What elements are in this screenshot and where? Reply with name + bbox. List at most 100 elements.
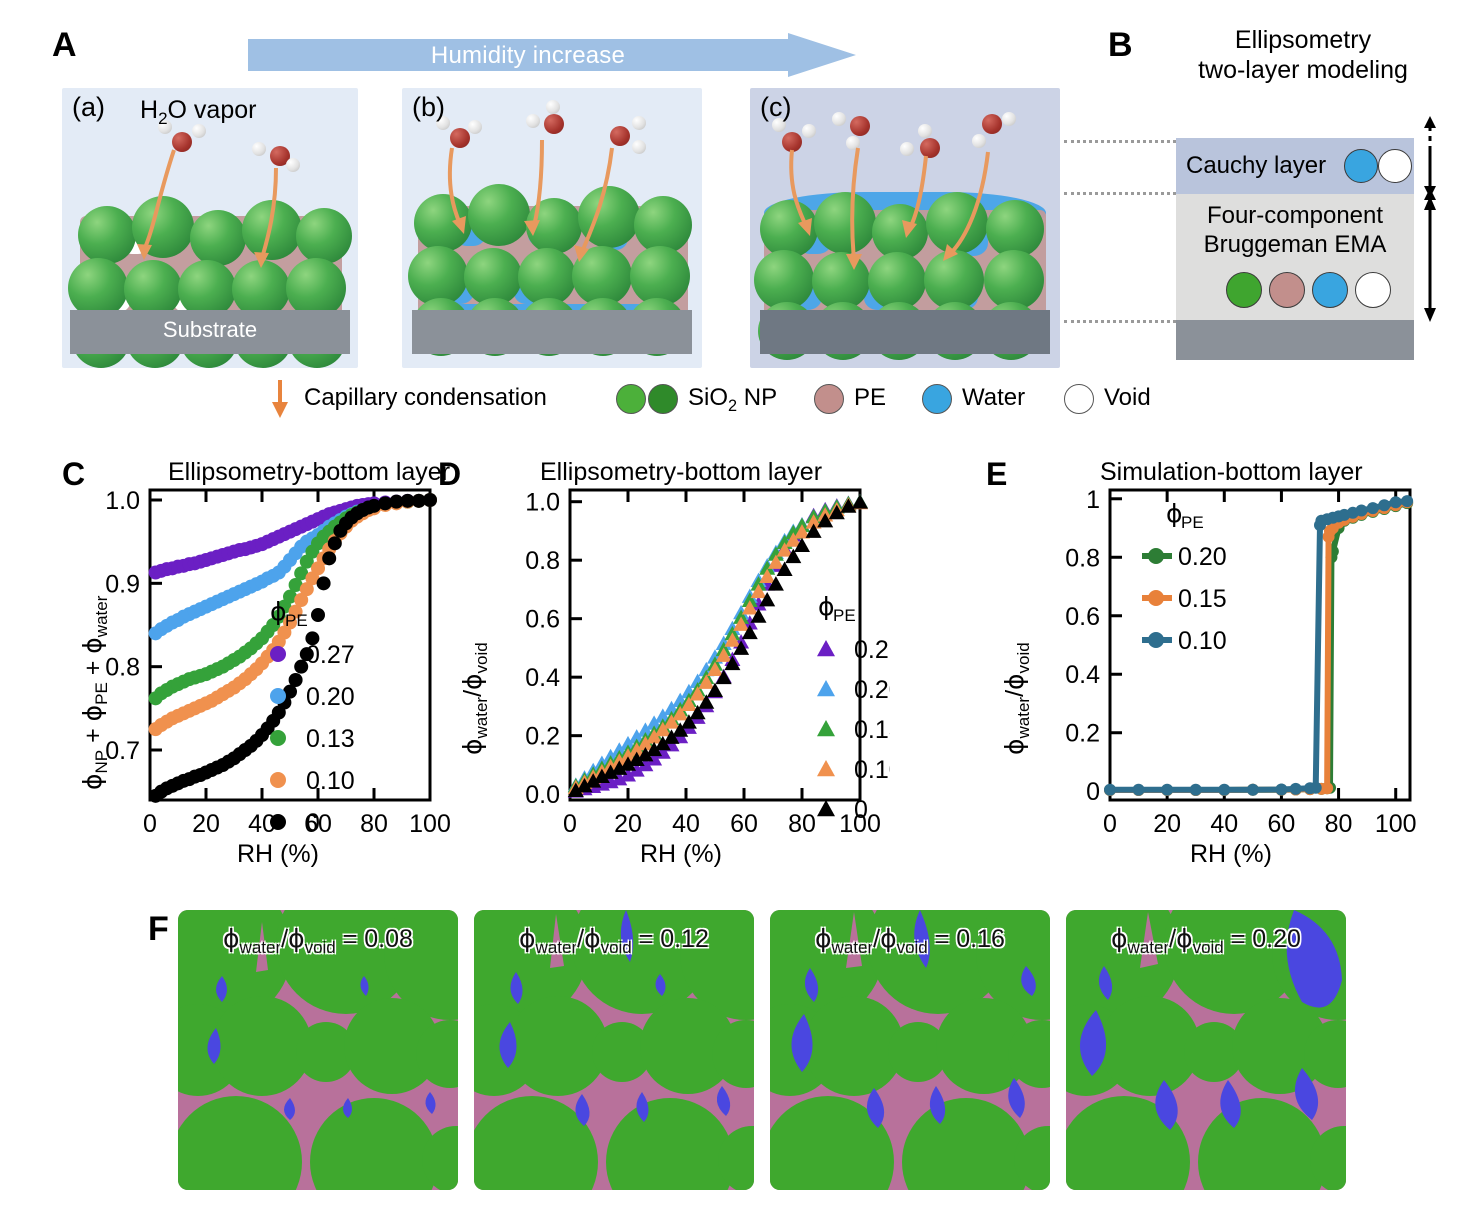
sio2-np: [634, 196, 692, 254]
svg-text:100: 100: [839, 810, 881, 838]
svg-text:60: 60: [730, 810, 758, 838]
legend-label-pe: PE: [854, 384, 887, 411]
humidity-increase-arrow: [248, 33, 856, 77]
snapshot-caption-4: ϕwater/ϕvoid = 0.20: [1111, 924, 1301, 957]
svg-text:0.7: 0.7: [105, 737, 140, 765]
svg-text:1.0: 1.0: [525, 489, 560, 517]
cauchy-component-water: [1344, 149, 1378, 183]
snapshot-caption-2: ϕwater/ϕvoid = 0.12: [519, 924, 709, 957]
svg-text:60: 60: [304, 810, 332, 838]
sio2-np: [408, 246, 468, 306]
sio2-np: [296, 208, 352, 264]
panel-f-letter: F: [148, 910, 169, 948]
sio2-np: [984, 250, 1044, 310]
schematic-panel-b: (b): [402, 88, 702, 368]
ema-line1: Four-component: [1206, 202, 1384, 229]
h2o-vapor-label: H2O vapor: [140, 96, 257, 128]
sio2-np: [468, 184, 530, 246]
svg-text:100: 100: [409, 810, 451, 838]
legend-np-dot-1: [616, 384, 646, 414]
svg-text:0: 0: [306, 809, 320, 837]
ema-layer-label: Four-component Bruggeman EMA: [1176, 202, 1414, 260]
humidity-increase-label: Humidity increase: [430, 42, 626, 69]
svg-text:0.10: 0.10: [306, 767, 355, 795]
sio2-np: [68, 258, 128, 318]
panel-d-title: Ellipsometry-bottom layer: [540, 458, 823, 486]
snapshot-value-2: 0.12: [660, 925, 709, 953]
connector-dotted-bottom: [1064, 320, 1176, 323]
svg-text:0: 0: [1103, 810, 1117, 838]
svg-text:0: 0: [1086, 778, 1100, 806]
panel-e-letter: E: [986, 456, 1008, 492]
substrate-c: [760, 310, 1050, 354]
svg-text:1: 1: [1086, 486, 1100, 514]
sio2-np: [812, 252, 870, 310]
snapshot-caption-3: ϕwater/ϕvoid = 0.16: [815, 924, 1005, 957]
svg-text:PE: PE: [285, 611, 308, 630]
svg-text:0: 0: [563, 810, 577, 838]
svg-text:0.6: 0.6: [1065, 603, 1100, 631]
thickness-arrows: [1424, 116, 1436, 322]
svg-text:0.0: 0.0: [525, 781, 560, 809]
svg-text:0.2: 0.2: [1065, 720, 1100, 748]
svg-text:0.20: 0.20: [306, 683, 355, 711]
legend-label-water: Water: [962, 384, 1026, 411]
svg-text:80: 80: [1325, 810, 1353, 838]
condensation-arrow-group: [137, 149, 278, 268]
svg-text:0.15: 0.15: [1178, 585, 1227, 613]
sio2-np: [124, 260, 182, 318]
panel-d-xlabel: RH (%): [640, 840, 722, 868]
sio2-np: [986, 200, 1044, 258]
svg-text:0.20: 0.20: [1178, 543, 1227, 571]
capillary-condensation-arrow: [272, 380, 288, 418]
svg-text:20: 20: [614, 810, 642, 838]
sio2-np: [754, 250, 814, 310]
legend-label-void: Void: [1104, 384, 1151, 411]
svg-text:0.9: 0.9: [105, 570, 140, 598]
sio2-np: [630, 246, 690, 306]
cauchy-layer-box: Cauchy layer: [1176, 138, 1414, 194]
simulation-snapshot-2: ϕwater/ϕvoid = 0.12: [474, 910, 754, 1190]
sio2-np: [178, 260, 236, 318]
panel-b-title: Ellipsometry two-layer modeling: [1148, 26, 1458, 85]
cauchy-component-void: [1378, 149, 1412, 183]
panel-e-title: Simulation-bottom layer: [1100, 458, 1363, 486]
panel-b-title-line2: two-layer modeling: [1198, 55, 1408, 84]
sio2-np: [868, 252, 926, 310]
snapshot-render-4: [1066, 910, 1346, 1190]
panel-a-letter: A: [52, 26, 77, 64]
svg-text:0.4: 0.4: [1065, 661, 1100, 689]
sio2-np: [814, 192, 876, 254]
ema-component-void: [1355, 272, 1391, 308]
ema-component-np: [1226, 272, 1262, 308]
ema-component-water: [1312, 272, 1348, 308]
schematic-tag-a: (a): [72, 92, 105, 122]
snapshot-value-1: 0.08: [364, 925, 413, 953]
legend-label-np: SiO2 NP: [688, 384, 778, 415]
snapshot-value-4: 0.20: [1252, 925, 1301, 953]
svg-text:0.10: 0.10: [1178, 627, 1227, 655]
simulation-snapshot-4: ϕwater/ϕvoid = 0.20: [1066, 910, 1346, 1190]
sio2-np: [518, 248, 576, 306]
svg-text:0.13: 0.13: [854, 716, 890, 744]
substrate-label: Substrate: [162, 317, 258, 342]
legend-np-dot-2: [648, 384, 678, 414]
simulation-snapshot-3: ϕwater/ϕvoid = 0.16: [770, 910, 1050, 1190]
snapshot-render-3: [770, 910, 1050, 1190]
panel-d-chart: 0 20 40 60 80 100 0.0 0.2 0.4 0.6 0.8 1.0 ϕPE 0.27 0.2…: [525, 488, 890, 838]
svg-text:0.10: 0.10: [854, 756, 890, 784]
panel-b-title-line1: Ellipsometry: [1234, 26, 1372, 54]
sio2-np: [78, 206, 136, 264]
svg-text:0.27: 0.27: [306, 641, 355, 669]
snapshot-render-2: [474, 910, 754, 1190]
ema-component-pe: [1269, 272, 1305, 308]
sio2-np: [232, 260, 290, 318]
legend-void-dot: [1064, 384, 1094, 414]
svg-text:0.2: 0.2: [525, 723, 560, 751]
svg-text:80: 80: [788, 810, 816, 838]
sio2-np: [924, 250, 984, 310]
svg-text:100: 100: [1375, 810, 1417, 838]
condensation-arrow-group: [789, 147, 990, 270]
panel-e-xlabel: RH (%): [1190, 840, 1272, 868]
panel-c-letter: C: [62, 456, 86, 492]
